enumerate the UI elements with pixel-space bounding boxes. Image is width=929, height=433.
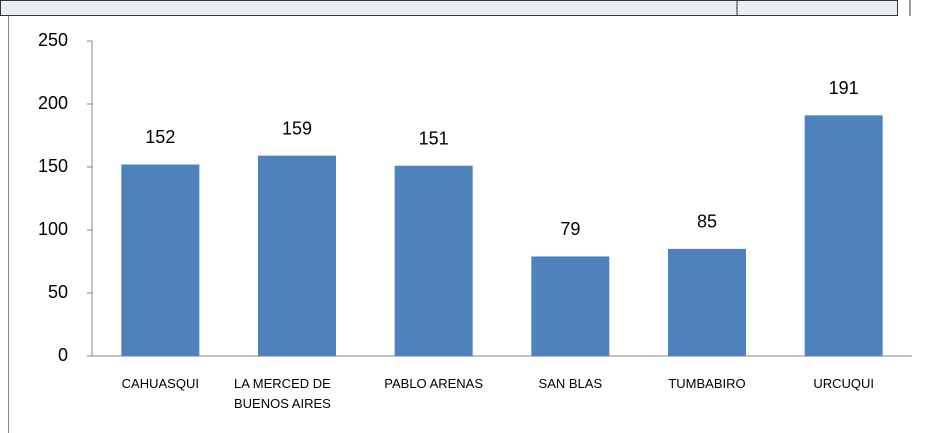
x-tick-label: URCUQUI [813,376,874,391]
value-label: 191 [829,78,859,98]
x-tick-label: PABLO ARENAS [384,376,484,391]
bar [121,164,200,356]
bar [258,155,336,356]
bar [531,256,610,356]
y-tick-label: 250 [38,30,68,50]
value-label: 79 [560,219,580,239]
y-tick-label: 150 [38,156,68,176]
x-tick-label: SAN BLAS [538,376,603,391]
x-tick-label: CAHUASQUI [121,376,199,391]
y-tick-label: 0 [58,345,68,365]
value-label: 152 [145,127,175,147]
bar [394,165,473,356]
x-tick-label: LA MERCED DE BUENOS AIRES [234,376,331,411]
bar [668,248,746,356]
x-tick-label: TUMBABIRO [668,376,746,391]
y-tick-label: 50 [48,282,68,302]
y-tick-label: 200 [38,93,68,113]
table-row [0,0,898,16]
bar [804,115,883,356]
value-label: 85 [697,212,717,232]
y-tick-label: 100 [38,219,68,239]
value-label: 159 [282,118,312,138]
value-label: 151 [419,128,449,148]
